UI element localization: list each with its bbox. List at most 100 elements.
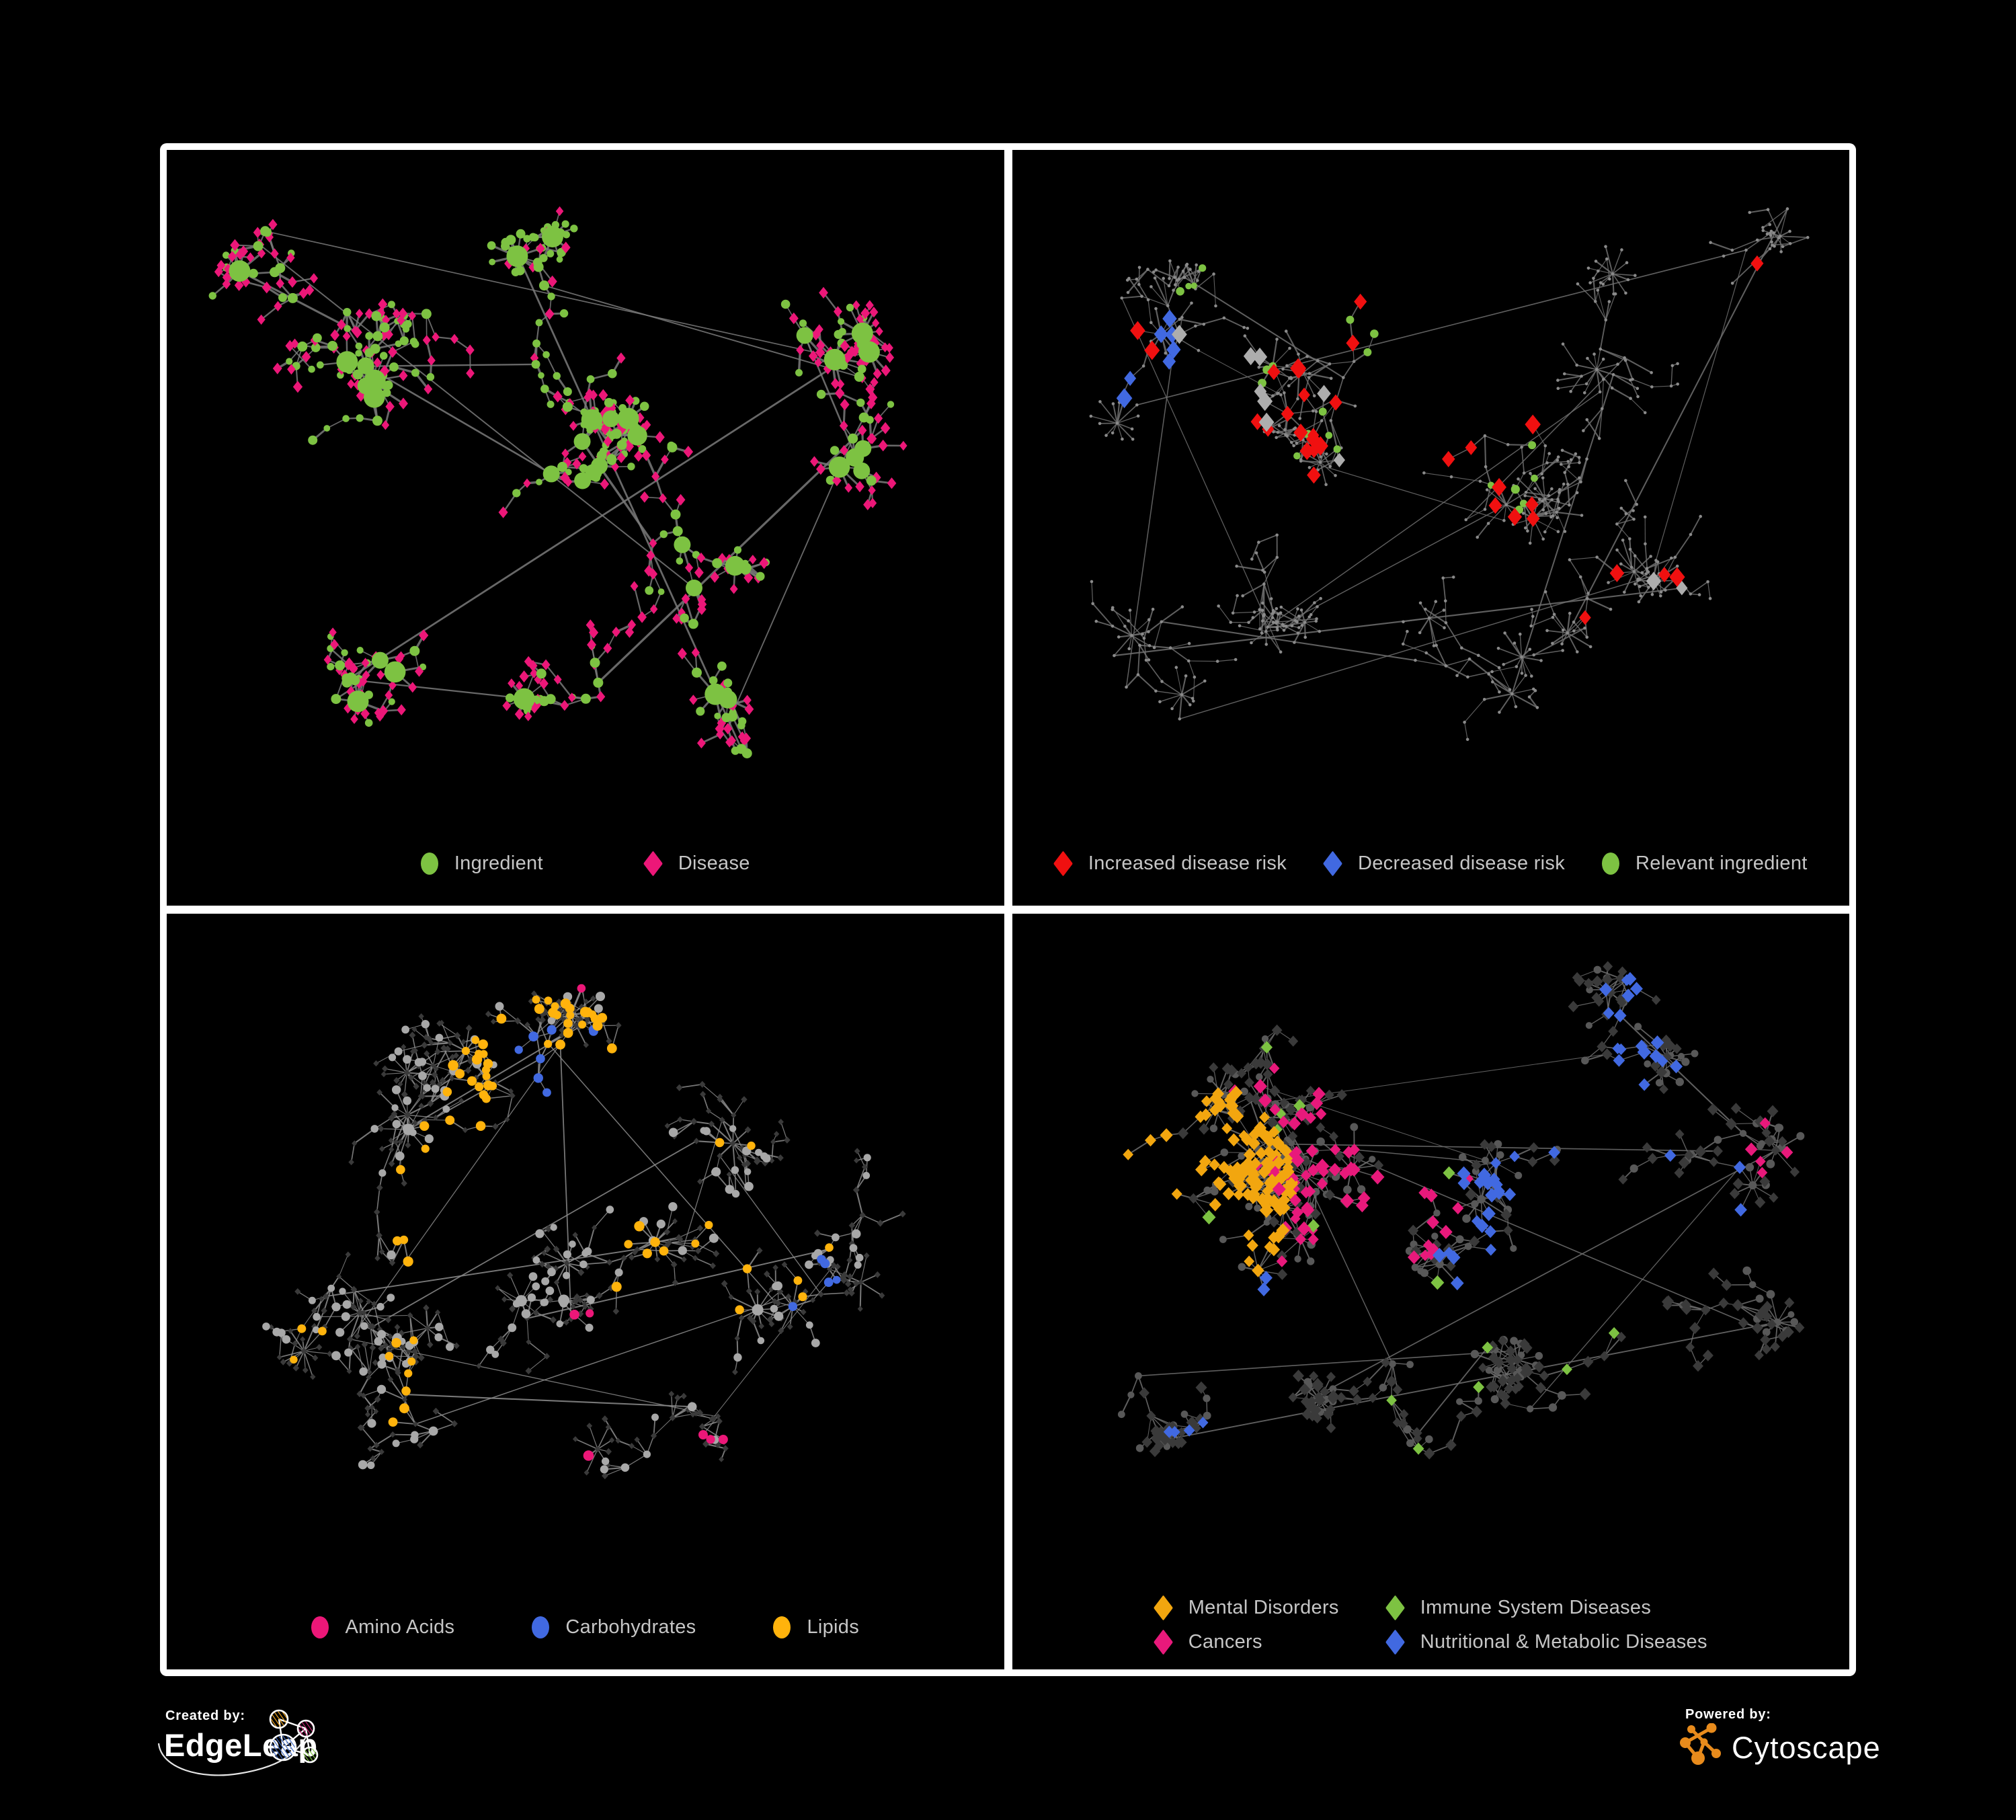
ingredient-node	[356, 647, 364, 654]
network-edge	[1589, 273, 1613, 284]
background-node	[1252, 610, 1256, 614]
background-node	[1539, 472, 1543, 476]
ingredient-node	[687, 1402, 697, 1412]
disease-node	[578, 1003, 585, 1011]
disease-node	[413, 1082, 419, 1090]
network-edge	[1213, 274, 1216, 307]
network-edge	[1283, 621, 1305, 627]
background-node	[1519, 445, 1523, 449]
disease-node	[696, 552, 706, 563]
disease-node	[366, 1298, 372, 1305]
network-edge	[338, 1254, 349, 1277]
ingredient-node	[834, 329, 843, 340]
background-node	[1307, 372, 1311, 375]
network-edge	[1258, 534, 1277, 543]
background-node	[1578, 480, 1582, 484]
background-node	[1104, 434, 1108, 437]
ingredient-node	[316, 361, 324, 369]
disease-node	[728, 1294, 734, 1300]
ingredient-node	[383, 380, 393, 390]
ingredient-node	[559, 309, 569, 318]
disease-node	[743, 571, 754, 584]
increased-risk-node	[1488, 497, 1502, 514]
lipid-node	[385, 1351, 394, 1361]
network-edge	[1595, 301, 1606, 321]
disease-node	[1324, 1089, 1334, 1101]
lipid-node	[496, 1013, 507, 1024]
disease-node	[572, 1436, 578, 1442]
background-node	[1307, 376, 1311, 379]
background-node	[1292, 641, 1296, 644]
network-edge	[1131, 635, 1150, 647]
disease-node	[596, 1292, 603, 1300]
network-edge	[1281, 1238, 1301, 1257]
lipid-node	[793, 1276, 803, 1285]
ingredient-node	[418, 1071, 427, 1080]
background-node	[1424, 651, 1428, 655]
network-edge	[1612, 273, 1635, 276]
network-edge	[381, 1142, 397, 1150]
background-node	[1496, 647, 1500, 650]
disease-node	[388, 1160, 395, 1167]
disease-node	[544, 1245, 551, 1253]
network-edge	[1478, 654, 1500, 668]
background-node	[1275, 555, 1279, 559]
disease-node	[535, 1016, 541, 1023]
network-edge	[1402, 643, 1426, 654]
network-edge	[361, 1427, 377, 1446]
background-node	[1549, 515, 1553, 519]
lipid-node	[555, 1039, 565, 1050]
ingredient-node	[532, 339, 541, 348]
disease-node	[439, 1019, 444, 1026]
network-edge	[1223, 317, 1244, 328]
disease-node	[485, 1011, 491, 1018]
ingredient-node	[717, 661, 727, 671]
network-edge	[542, 1231, 557, 1250]
background-node	[1271, 394, 1275, 397]
disease-node	[852, 300, 860, 310]
network-edge	[391, 1123, 397, 1150]
ingredient-node	[1762, 1328, 1771, 1337]
background-node	[1565, 631, 1569, 635]
unchanged-risk-node	[1258, 412, 1275, 432]
network-edge	[1188, 660, 1195, 678]
ingredient-node	[1634, 1023, 1642, 1031]
ingredient-node	[394, 1047, 403, 1056]
network-edge	[1465, 509, 1485, 520]
lipid-node	[563, 1019, 573, 1028]
background-node	[1561, 342, 1564, 346]
disease-node	[261, 281, 272, 294]
disease-node	[411, 1026, 417, 1033]
ingredient-node	[1424, 1435, 1433, 1443]
ingredient-node	[388, 698, 395, 705]
background-node	[1601, 282, 1605, 286]
ingredient-node	[313, 333, 322, 343]
background-node	[1136, 673, 1139, 676]
disease-node	[840, 340, 850, 352]
ingredient-node	[282, 1335, 291, 1344]
disease-node	[393, 1139, 399, 1146]
network-edge	[1170, 643, 1189, 649]
disease-node	[352, 326, 362, 339]
disease-node	[756, 1247, 763, 1254]
network-edge	[1779, 231, 1790, 237]
relevant-ingredient-node	[1325, 432, 1332, 439]
lipid-node	[560, 998, 571, 1009]
ingredient-node	[780, 299, 791, 309]
network-edge	[575, 1438, 598, 1450]
ingredient-node	[367, 1419, 376, 1428]
background-node	[1119, 296, 1123, 300]
ingredient-node	[359, 1367, 368, 1376]
ingredient-node	[1629, 1164, 1638, 1173]
network-edge	[1135, 269, 1148, 280]
disease-node	[1777, 1136, 1787, 1147]
ingredient-node	[532, 1256, 540, 1264]
background-node	[1297, 626, 1301, 629]
ingredient-node	[744, 1181, 754, 1191]
disease-node	[717, 1152, 723, 1159]
ingredient-node	[208, 292, 216, 300]
background-node	[1090, 602, 1094, 606]
ingredient-node	[512, 489, 521, 498]
background-node	[1584, 457, 1588, 461]
background-node	[1318, 596, 1322, 600]
